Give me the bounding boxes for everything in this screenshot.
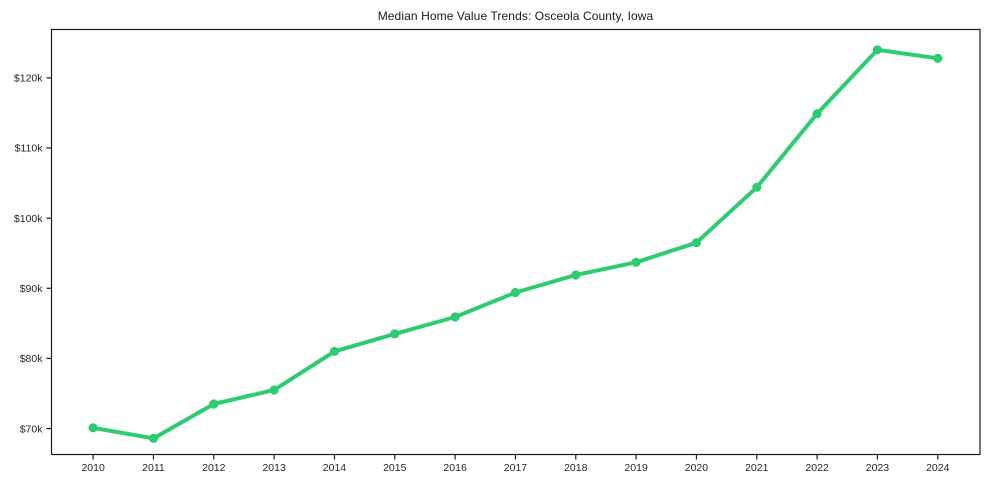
data-point-marker (691, 238, 702, 248)
data-point-marker (631, 257, 641, 267)
y-tick-label: $100k (14, 213, 43, 225)
data-point-marker (450, 312, 460, 322)
trend-line (91, 47, 940, 441)
y-tick-label: $110k (15, 143, 44, 155)
data-point-marker (269, 385, 279, 395)
y-tick-label: $80k (20, 353, 44, 365)
data-point-marker (933, 53, 943, 63)
x-tick-label: 2015 (383, 462, 407, 474)
data-point-marker (148, 433, 159, 443)
x-tick-label: 2021 (745, 462, 769, 474)
y-tick-label: $120k (14, 73, 43, 85)
x-tick-label: 2024 (926, 462, 950, 474)
x-tick-label: 2023 (866, 462, 890, 474)
data-point-marker (752, 182, 762, 192)
chart-title: Median Home Value Trends: Osceola County… (377, 9, 654, 23)
x-tick-label: 2022 (805, 462, 829, 474)
x-tick-label: 2010 (81, 462, 105, 474)
x-tick-label: 2018 (564, 462, 588, 474)
x-tick-label: 2016 (443, 462, 467, 474)
data-point-marker (872, 45, 883, 55)
x-tick-label: 2020 (685, 462, 709, 474)
y-tick-label: $90k (20, 283, 44, 295)
x-tick-label: 2014 (323, 462, 347, 474)
x-tick-label: 2013 (262, 462, 286, 474)
data-point-marker (88, 423, 98, 433)
data-point-marker (329, 346, 340, 356)
y-tick-label: $70k (20, 423, 44, 435)
plot-border (50, 28, 981, 456)
data-point-marker (510, 287, 520, 298)
data-point-marker (571, 270, 581, 280)
x-tick-label: 2011 (142, 462, 165, 474)
x-tick-label: 2012 (202, 462, 226, 474)
data-point-marker (812, 109, 822, 119)
data-point-marker (390, 329, 400, 339)
x-tick-label: 2017 (504, 462, 528, 474)
x-tick-label: 2019 (624, 462, 648, 474)
data-point-marker (209, 399, 219, 409)
